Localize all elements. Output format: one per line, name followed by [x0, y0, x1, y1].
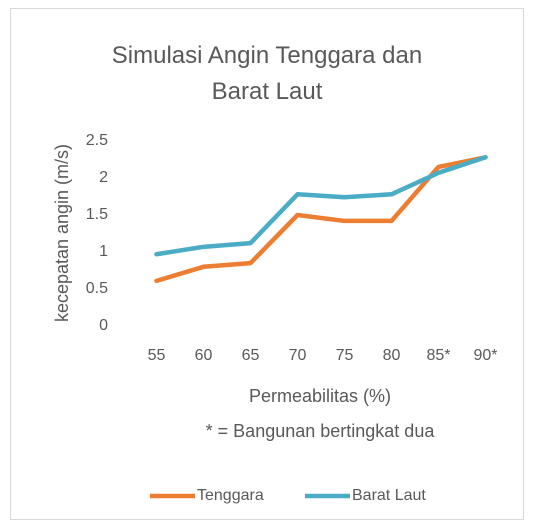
x-tick-label: 90* — [473, 347, 497, 364]
chart-title: Simulasi Angin Tenggara dan Barat Laut — [111, 42, 423, 105]
legend-label: Tenggara — [197, 487, 264, 504]
legend-label: Barat Laut — [352, 487, 426, 504]
x-tick-label: 85* — [426, 347, 450, 364]
x-tick-label: 60 — [195, 347, 213, 364]
y-tick-label: 1.5 — [86, 206, 108, 223]
series-line — [154, 155, 488, 257]
chart-border — [10, 8, 524, 520]
x-tick-label: 65 — [242, 347, 260, 364]
y-tick-label: 0.5 — [86, 280, 108, 297]
x-tick-label: 75 — [336, 347, 354, 364]
x-tick-label: 70 — [289, 347, 307, 364]
y-tick-label: 2.5 — [86, 132, 108, 149]
y-axis-label: kecepatan angin (m/s) — [52, 144, 72, 322]
y-tick-label: 0 — [99, 317, 108, 334]
y-tick-label: 2 — [99, 169, 108, 186]
x-tick-label: 80 — [383, 347, 401, 364]
x-tick-label: 55 — [148, 347, 166, 364]
annotation: * = Bangunan bertingkat dua — [206, 421, 436, 441]
x-axis-label: Permeabilitas (%) — [249, 386, 391, 406]
y-tick-label: 1 — [99, 243, 108, 260]
